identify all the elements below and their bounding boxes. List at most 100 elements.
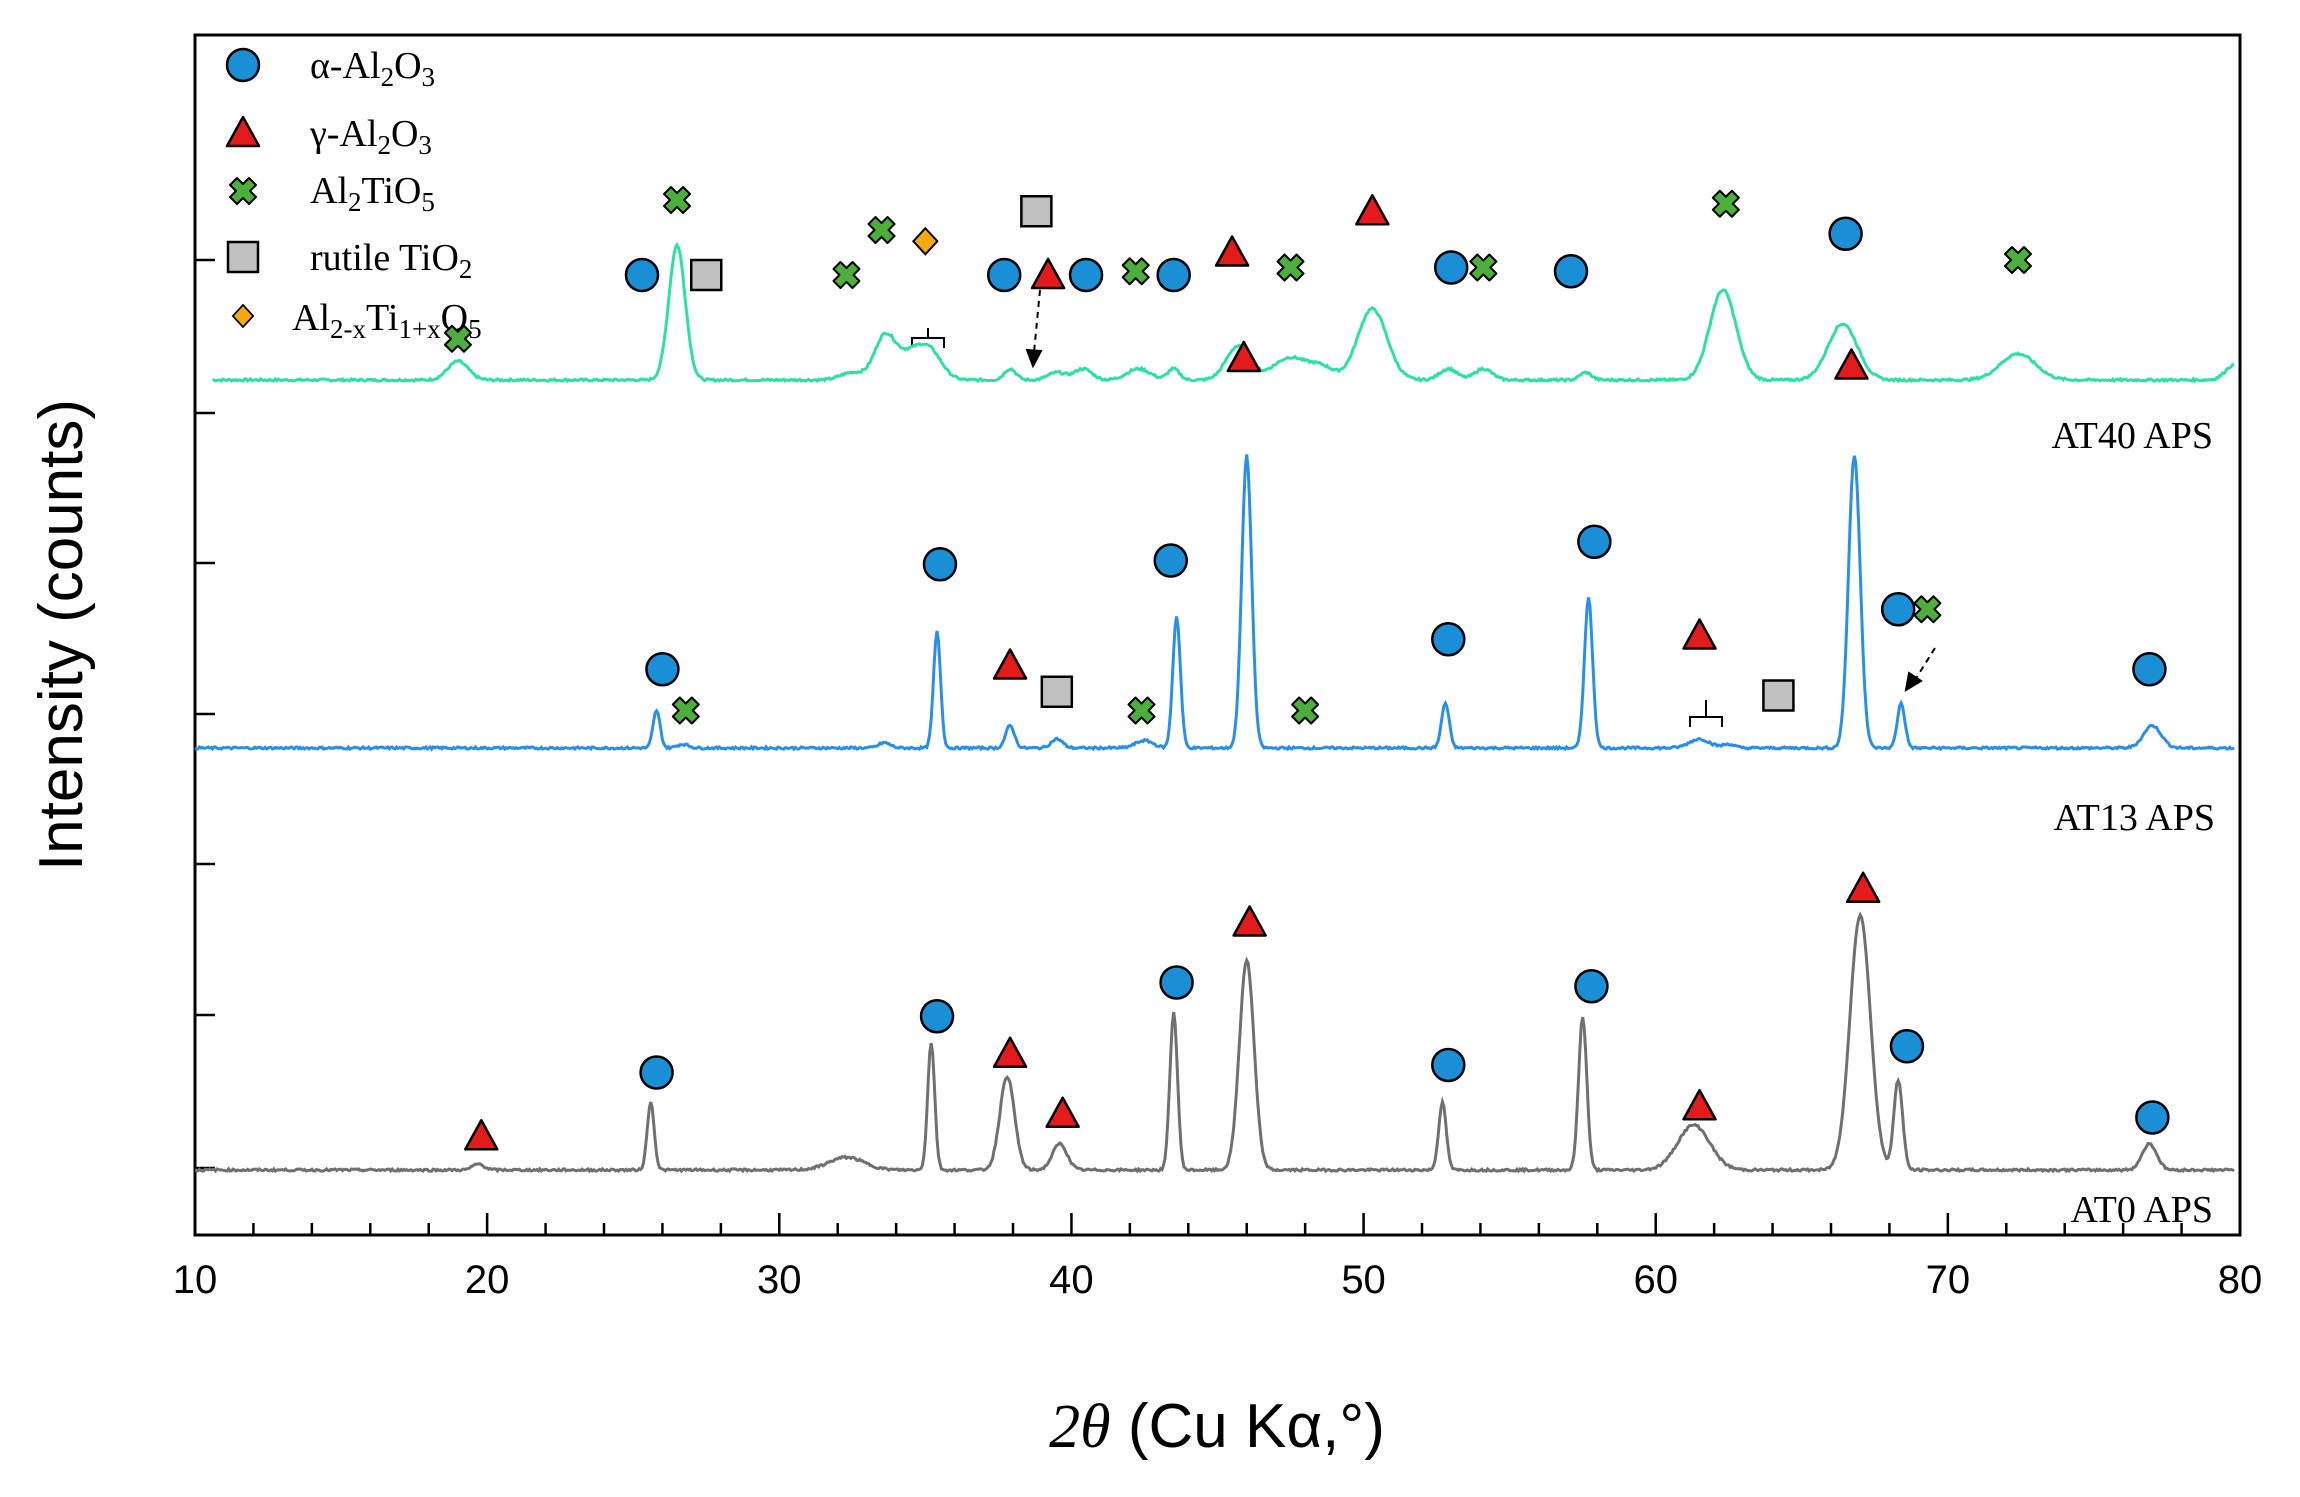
legend-text-part: O — [391, 113, 418, 155]
legend-text-part: 5 — [421, 187, 435, 217]
marker-square-AT13 — [1040, 675, 1074, 708]
annotation-brackets — [911, 328, 1723, 727]
marker-triangle-AT0 — [1682, 1089, 1717, 1121]
legend-text-part: rutile TiO — [310, 237, 459, 279]
marker-cross-AT40 — [443, 324, 472, 353]
legend-entry-al2tio5: Al2TiO5 — [229, 170, 435, 217]
marker-triangle-AT0 — [1045, 1096, 1080, 1128]
x-tick-label: 50 — [1341, 1258, 1386, 1302]
legend-text-part: O — [394, 45, 421, 87]
legend-text-part: 2-x — [330, 314, 366, 344]
marker-cross-AT13 — [1913, 595, 1942, 624]
marker-triangle-AT40 — [1355, 194, 1390, 226]
marker-cross-AT13 — [1127, 696, 1156, 725]
marker-circle-AT0 — [1574, 969, 1609, 1004]
plot-frame — [193, 33, 2242, 1237]
legend-text-part: 2 — [377, 130, 391, 160]
x-tick-label: 30 — [757, 1258, 802, 1302]
legend-text-part: Al — [292, 297, 330, 339]
marker-cross-AT13 — [1291, 696, 1320, 725]
legend-text-part: Al — [310, 170, 348, 212]
legend-marker-al2tio5 — [229, 177, 257, 205]
marker-circle-AT40 — [1553, 254, 1589, 289]
sample-label-AT0: AT0 APS — [2070, 1189, 2213, 1231]
y-axis-title: Intensity (counts) — [27, 399, 96, 871]
legend: α-Al2O3 γ-Al2O3 Al2TiO5 rutile TiO2 Al2-… — [225, 45, 482, 344]
marker-cross-AT40 — [1276, 253, 1305, 282]
marker-circle — [225, 47, 261, 83]
legend-label-alti: Al2-xTi1+xO5 — [292, 297, 482, 344]
x-tick-label: 20 — [465, 1258, 510, 1302]
marker-square-AT40 — [1020, 195, 1053, 228]
marker-square-AT40 — [690, 258, 723, 292]
series-line-AT13 — [194, 454, 2235, 752]
legend-entry-gamma: γ-Al2O3 — [225, 113, 432, 160]
legend-marker-gamma — [225, 115, 261, 148]
x-tick-label: 80 — [2218, 1258, 2263, 1302]
x-tick-label: 40 — [1049, 1258, 1094, 1302]
marker-layer — [443, 186, 2170, 1151]
legend-text-part: 3 — [418, 130, 432, 160]
legend-text-part: 1+x — [398, 314, 441, 344]
marker-cross-AT40 — [663, 186, 692, 214]
marker-cross-AT40 — [1711, 189, 1740, 218]
marker-circle-AT40 — [1433, 250, 1469, 285]
marker-circle-AT40 — [1156, 257, 1191, 293]
marker-square-AT13 — [1762, 679, 1795, 712]
marker-circle-AT13 — [2132, 652, 2167, 687]
marker-cross-AT40 — [1469, 253, 1498, 282]
marker-triangle-AT13 — [992, 648, 1028, 680]
marker-circle-AT40 — [986, 257, 1022, 293]
marker-circle-AT40 — [1068, 257, 1104, 293]
marker-triangle-AT0 — [464, 1119, 499, 1151]
x-tick-label: 10 — [173, 1258, 218, 1302]
sample-label-AT40: AT40 APS — [2051, 415, 2213, 457]
marker-triangle-AT13 — [1834, 348, 1869, 380]
legend-text-part: α-Al — [310, 45, 381, 87]
marker-triangle — [225, 115, 261, 148]
marker-circle-AT13 — [1880, 592, 1916, 627]
marker-circle-AT0 — [2135, 1100, 2170, 1135]
marker-cross-AT40 — [2003, 246, 2032, 274]
legend-label-rutile: rutile TiO2 — [310, 237, 472, 284]
legend-entry-alpha: α-Al2O3 — [225, 45, 435, 92]
legend-label-al2tio5: Al2TiO5 — [310, 170, 435, 217]
series-line-AT40 — [212, 241, 2235, 384]
marker-circle-AT13 — [1431, 622, 1466, 657]
axes: 10 20 30 40 50 60 70 80 — [173, 258, 2263, 1302]
marker-circle-AT13 — [645, 652, 680, 687]
legend-text-part: TiO — [362, 170, 422, 212]
legend-entry-alti: Al2-xTi1+xO5 — [231, 297, 482, 344]
marker-circle-AT13 — [1153, 543, 1189, 578]
marker-circle-AT13 — [922, 547, 958, 582]
marker-cross-AT40 — [1121, 257, 1150, 286]
legend-text-part: 2 — [348, 187, 362, 217]
marker-square — [226, 240, 260, 274]
legend-text-part: γ-Al — [309, 113, 377, 155]
marker-circle-AT0 — [639, 1055, 674, 1090]
marker-triangle-AT13 — [1682, 618, 1717, 650]
legend-text-part: 2 — [381, 62, 395, 92]
marker-triangle-AT40 — [1030, 257, 1066, 290]
marker-circle-AT13 — [1577, 524, 1612, 559]
marker-circle-AT0 — [919, 999, 955, 1034]
marker-circle-AT0 — [1889, 1029, 1925, 1064]
x-tick-label: 60 — [1633, 1258, 1678, 1302]
marker-circle-AT40 — [1828, 216, 1863, 251]
legend-marker-alti — [231, 303, 255, 329]
annotation-arrows — [1025, 289, 1936, 692]
marker-cross-AT13 — [671, 696, 700, 725]
x-axis-title-rest: (Cu Kα,°) — [1111, 1392, 1385, 1461]
marker-triangle-AT0 — [992, 1036, 1028, 1068]
legend-text-part: 2 — [459, 254, 473, 284]
legend-text-part: Ti — [366, 297, 398, 339]
sample-label-AT13: AT13 APS — [2053, 797, 2215, 839]
marker-circle-AT40 — [624, 257, 660, 293]
marker-diamond — [231, 303, 255, 329]
marker-triangle-AT0 — [1232, 905, 1267, 937]
legend-entry-rutile: rutile TiO2 — [226, 237, 472, 284]
x-axis-title: 2θ (Cu Kα,°) — [1049, 1392, 1385, 1461]
marker-cross — [229, 177, 257, 205]
x-tick-label: 70 — [1926, 1258, 1971, 1302]
